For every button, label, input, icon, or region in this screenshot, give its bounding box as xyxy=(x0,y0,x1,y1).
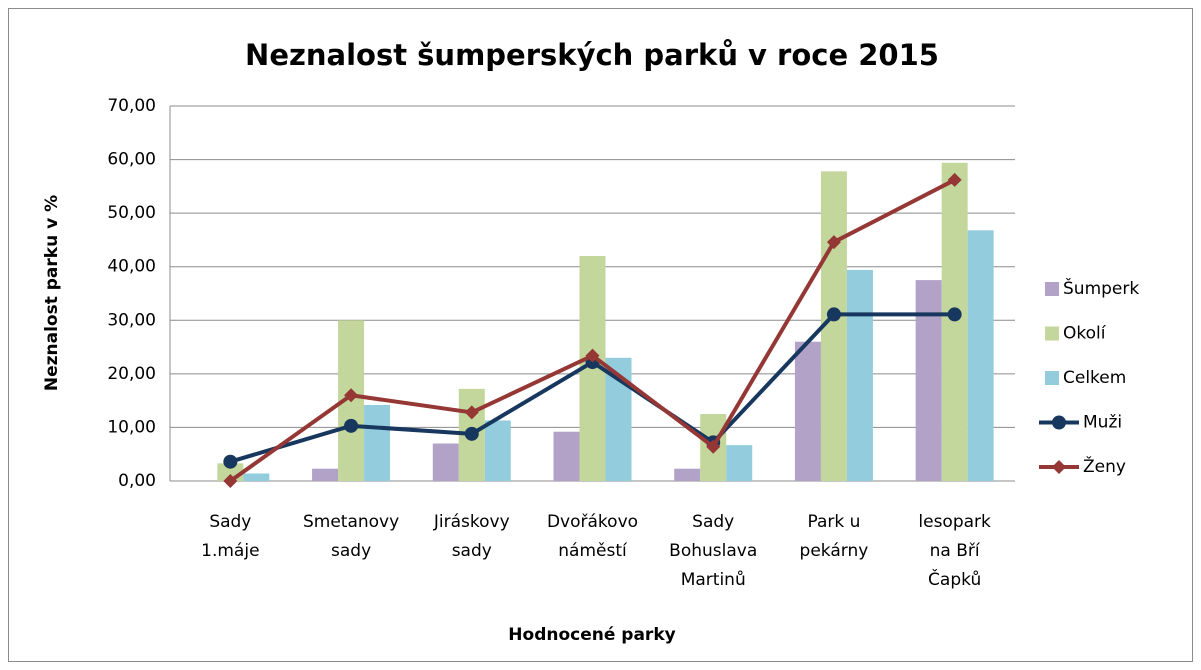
x-tick-label: náměstí xyxy=(558,541,628,561)
line-marker xyxy=(223,474,238,488)
line-marker xyxy=(1052,415,1066,430)
line-marker xyxy=(1052,460,1066,474)
legend-swatch xyxy=(1045,371,1059,385)
line-marker xyxy=(223,454,238,469)
bar xyxy=(432,443,459,481)
line-marker xyxy=(344,418,359,433)
y-tick-label: 70,00 xyxy=(107,96,156,116)
legend-label: Šumperk xyxy=(1063,277,1139,299)
legend-label: Celkem xyxy=(1063,368,1126,388)
line-marker xyxy=(344,388,359,403)
bar xyxy=(484,420,511,481)
bar xyxy=(846,269,873,481)
bar xyxy=(967,230,994,481)
x-tick-label: pekárny xyxy=(800,541,869,561)
bar xyxy=(553,431,580,481)
x-tick-label: Čapků xyxy=(928,568,981,590)
x-tick-label: Park u xyxy=(807,512,860,532)
y-tick-label: 40,00 xyxy=(107,257,156,277)
y-tick-label: 20,00 xyxy=(107,364,156,384)
x-tick-label: na Bří xyxy=(930,541,981,561)
x-tick-label: 1.máje xyxy=(201,541,259,561)
line-marker xyxy=(826,235,841,250)
legend-label: Ženy xyxy=(1083,455,1126,477)
legend-swatch xyxy=(1045,326,1059,341)
x-tick-label: Smetanovy xyxy=(303,512,399,532)
x-tick-label: sady xyxy=(331,541,371,561)
x-tick-label: Sady xyxy=(209,512,251,532)
bar xyxy=(243,473,270,481)
x-tick-label: lesopark xyxy=(918,512,991,532)
x-tick-label: Martinů xyxy=(681,570,746,590)
bar xyxy=(674,468,701,481)
line-marker xyxy=(464,426,479,441)
x-tick-label: Jiráskovy xyxy=(433,512,510,532)
line-marker xyxy=(947,172,962,187)
bar xyxy=(794,341,821,481)
y-tick-label: 30,00 xyxy=(107,310,156,330)
bar xyxy=(726,445,753,481)
x-axis-title: Hodnocené parky xyxy=(508,625,675,645)
bar xyxy=(915,280,942,481)
line-marker xyxy=(826,307,841,322)
bar xyxy=(941,162,968,482)
bar xyxy=(312,468,339,481)
x-tick-label: Sady xyxy=(692,512,734,532)
chart-title: Neznalost šumperských parků v roce 2015 xyxy=(245,38,939,72)
line-marker xyxy=(585,348,600,363)
y-tick-label: 0,00 xyxy=(118,471,156,491)
legend-label: Okolí xyxy=(1063,324,1107,344)
line-marker xyxy=(947,307,962,322)
x-tick-label: sady xyxy=(452,541,492,561)
line-marker xyxy=(464,405,479,420)
y-axis-title: Neznalost parku v % xyxy=(42,195,62,391)
y-tick-label: 60,00 xyxy=(107,150,156,170)
x-tick-label: Bohuslava xyxy=(669,541,757,561)
y-tick-label: 50,00 xyxy=(107,203,156,223)
line-marker xyxy=(706,439,721,454)
x-tick-label: Dvořákovo xyxy=(547,512,638,532)
bar xyxy=(364,404,391,481)
legend-label: Muži xyxy=(1083,413,1122,433)
legend-swatch xyxy=(1045,282,1059,296)
y-tick-label: 10,00 xyxy=(107,417,156,437)
